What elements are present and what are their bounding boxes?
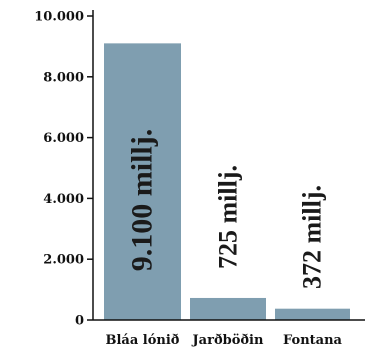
y-tick-label: 8.000 xyxy=(43,70,84,85)
bar-2 xyxy=(190,297,266,320)
bar-data-label: 725 millj. xyxy=(214,165,243,269)
bar-1 xyxy=(104,43,181,321)
x-category-label: Bláa lónið xyxy=(106,333,180,348)
y-tick-label: 2.000 xyxy=(43,253,84,268)
x-category-label: Jarðböðin xyxy=(192,333,264,348)
bar-data-label: 372 millj. xyxy=(298,185,327,289)
y-tick-label: 6.000 xyxy=(43,131,84,146)
bar-3 xyxy=(275,308,350,320)
bar-data-label: 9.100 millj. xyxy=(126,129,159,272)
axes-group xyxy=(87,10,365,321)
bars-group xyxy=(104,43,350,321)
x-category-label: Fontana xyxy=(283,333,343,348)
y-tick-label: 0 xyxy=(75,314,84,329)
y-tick-label: 10.000 xyxy=(34,10,84,25)
y-tick-label: 4.000 xyxy=(43,192,84,207)
labels-group: 0 2.000 4.000 6.000 8.000 10.000 Bláa lónið Jar… xyxy=(34,10,342,349)
